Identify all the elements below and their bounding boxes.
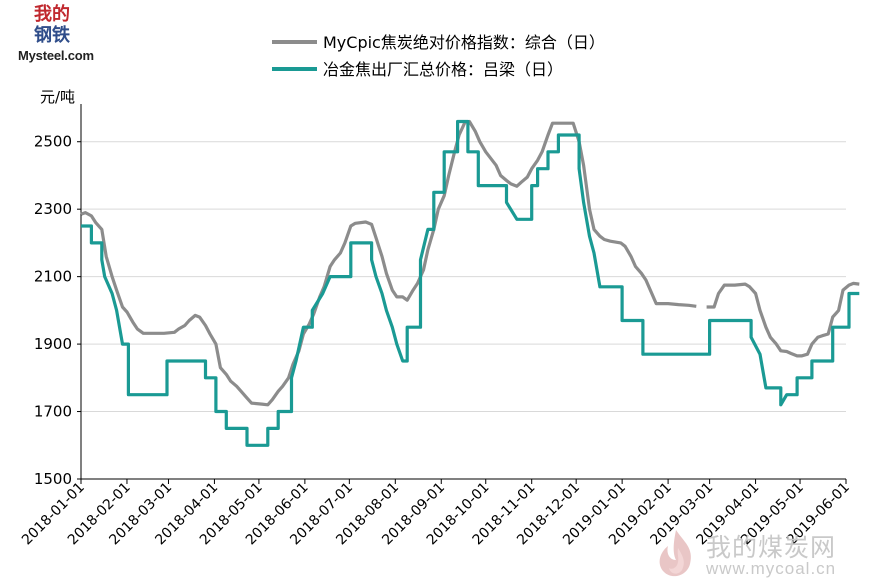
series-line-2 <box>81 119 860 447</box>
flame-icon <box>659 530 691 577</box>
legend-label-2: 冶金焦出厂汇总价格：吕梁（日） <box>323 60 563 79</box>
watermark-cn: 我的煤炭网 <box>706 533 837 562</box>
legend-label-1: MyCpic焦炭绝对价格指数：综合（日） <box>323 33 605 52</box>
y-tick-label: 2500 <box>34 133 72 151</box>
logo-en: Mysteel.com <box>18 48 94 63</box>
logo-cn: 我的 钢铁 <box>30 4 74 46</box>
y-tick-label: 2100 <box>34 268 72 286</box>
y-axis-unit: 元/吨 <box>40 88 75 106</box>
y-tick-label: 2300 <box>34 200 72 218</box>
mycoal-watermark: 我的煤炭网 www.mycoal.cn <box>648 526 884 582</box>
y-tick-label: 1700 <box>34 403 72 421</box>
series-line-1 <box>80 119 860 407</box>
logo-cn-line2: 钢铁 <box>34 25 70 46</box>
y-tick-label: 1500 <box>34 470 72 488</box>
logo-cn-line1: 我的 <box>34 4 70 25</box>
watermark-en: www.mycoal.cn <box>706 559 837 578</box>
y-tick-label: 1900 <box>34 335 72 353</box>
mysteel-logo: 我的 钢铁 Mysteel.com <box>0 0 118 70</box>
